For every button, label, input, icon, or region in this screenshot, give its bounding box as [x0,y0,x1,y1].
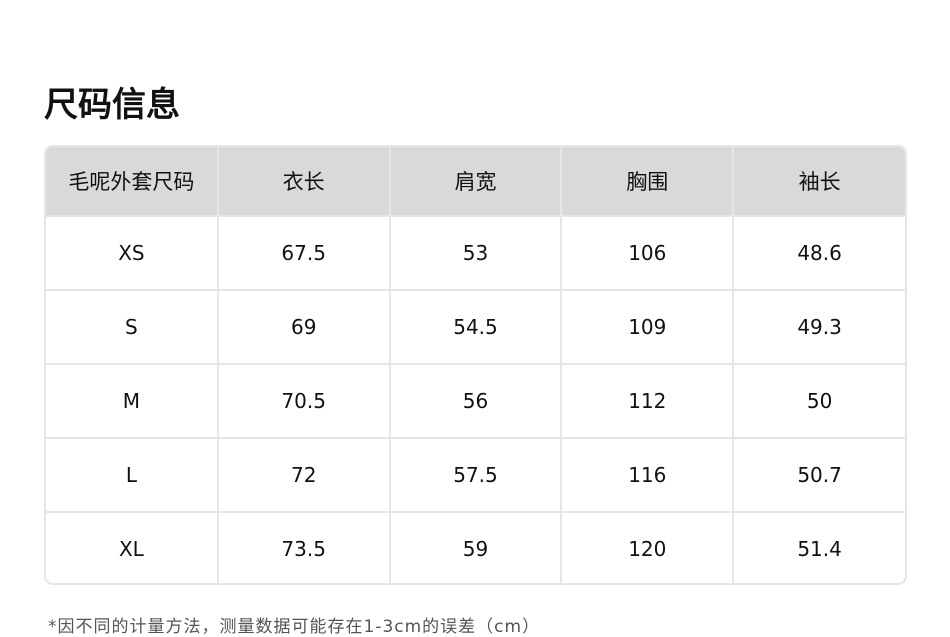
table-cell: 57.5 [389,438,563,513]
header-shoulder: 肩宽 [389,147,563,217]
table-row: L 72 57.5 116 50.7 [46,438,905,513]
table-cell: 120 [561,512,735,583]
table-cell: 112 [561,364,735,439]
header-sleeve: 袖长 [733,147,905,217]
table-cell: S [46,290,219,365]
header-size: 毛呢外套尺码 [46,147,219,217]
size-table: 毛呢外套尺码 衣长 肩宽 胸围 袖长 XS 67.5 53 106 48.6 S 69 54.… [44,145,907,585]
table-cell: XS [46,216,219,291]
table-cell: 106 [561,216,735,291]
table-cell: L [46,438,219,513]
table-header-row: 毛呢外套尺码 衣长 肩宽 胸围 袖长 [46,147,905,217]
table-row: S 69 54.5 109 49.3 [46,290,905,365]
header-chest: 胸围 [561,147,735,217]
table-cell: 116 [561,438,735,513]
table-cell: 50.7 [733,438,905,513]
table-cell: 72 [217,438,391,513]
table-cell: 73.5 [217,512,391,583]
table-cell: 54.5 [389,290,563,365]
table-cell: 49.3 [733,290,905,365]
measurement-note: *因不同的计量方法，测量数据可能存在1-3cm的误差（cm） [48,617,541,637]
header-length: 衣长 [217,147,391,217]
table-cell: 67.5 [217,216,391,291]
table-cell: 48.6 [733,216,905,291]
table-cell: 69 [217,290,391,365]
table-cell: 50 [733,364,905,439]
table-cell: 109 [561,290,735,365]
table-cell: 53 [389,216,563,291]
table-cell: M [46,364,219,439]
table-row: XL 73.5 59 120 51.4 [46,512,905,583]
page-title: 尺码信息 [44,85,180,125]
table-cell: 51.4 [797,537,842,561]
table-cell: 59 [389,512,563,583]
table-cell: 70.5 [217,364,391,439]
table-row: XS 67.5 53 106 48.6 [46,216,905,291]
table-cell: 56 [389,364,563,439]
table-row: M 70.5 56 112 50 [46,364,905,439]
table-cell: XL [46,512,219,583]
